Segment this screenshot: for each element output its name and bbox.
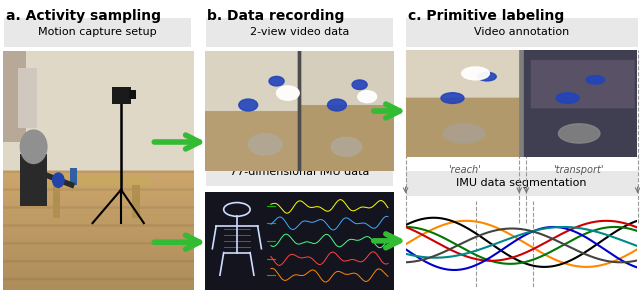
Circle shape bbox=[269, 76, 284, 86]
Text: b. Data recording: b. Data recording bbox=[207, 9, 345, 23]
Circle shape bbox=[20, 130, 47, 163]
Bar bbox=[20, 154, 47, 207]
Circle shape bbox=[358, 91, 376, 103]
Circle shape bbox=[332, 137, 362, 156]
Text: a. Activity sampling: a. Activity sampling bbox=[6, 9, 161, 23]
Bar bbox=[19, 68, 37, 128]
Bar bbox=[70, 168, 77, 185]
Bar bbox=[205, 157, 393, 186]
Circle shape bbox=[586, 76, 605, 84]
Text: Motion capture setup: Motion capture setup bbox=[38, 27, 157, 37]
Bar bbox=[406, 171, 637, 196]
Bar bbox=[205, 18, 393, 47]
Text: 'transport': 'transport' bbox=[553, 165, 604, 175]
Circle shape bbox=[559, 124, 600, 143]
Circle shape bbox=[239, 99, 258, 111]
Circle shape bbox=[52, 173, 64, 187]
Bar bbox=[111, 87, 131, 104]
Circle shape bbox=[444, 124, 484, 143]
Text: 2-view video data: 2-view video data bbox=[250, 27, 349, 37]
Circle shape bbox=[248, 134, 282, 155]
Bar bbox=[129, 89, 136, 99]
Circle shape bbox=[276, 86, 300, 100]
Bar bbox=[3, 51, 26, 142]
Circle shape bbox=[328, 99, 346, 111]
Text: Video annotation: Video annotation bbox=[474, 27, 569, 37]
Text: 77-dimensional IMU data: 77-dimensional IMU data bbox=[230, 166, 369, 177]
Text: c. Primitive labeling: c. Primitive labeling bbox=[408, 9, 564, 23]
Circle shape bbox=[352, 80, 367, 89]
Circle shape bbox=[556, 93, 579, 103]
Circle shape bbox=[461, 67, 490, 80]
Bar bbox=[52, 185, 60, 218]
Circle shape bbox=[441, 93, 464, 103]
Circle shape bbox=[478, 72, 496, 81]
Text: 'reach': 'reach' bbox=[449, 165, 481, 175]
Bar bbox=[45, 175, 150, 185]
Bar bbox=[132, 185, 140, 218]
Bar bbox=[4, 18, 191, 47]
Text: IMU data segmentation: IMU data segmentation bbox=[456, 178, 587, 188]
Bar bbox=[406, 18, 637, 47]
